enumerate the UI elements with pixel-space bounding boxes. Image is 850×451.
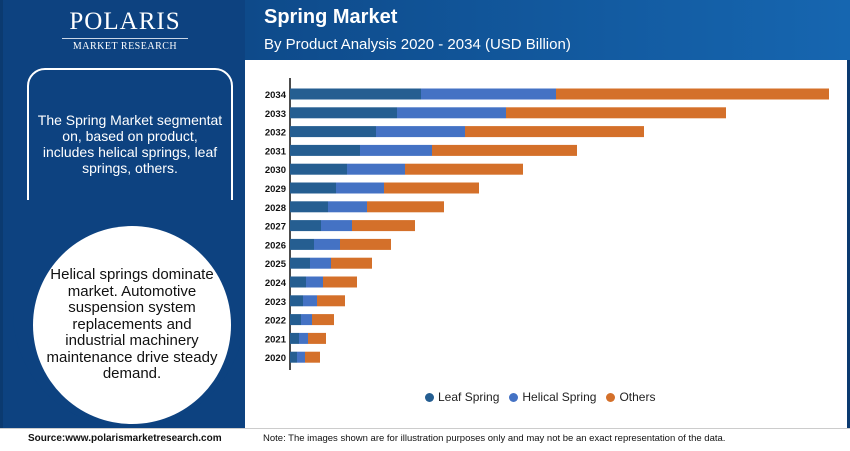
bar-others-2034 (556, 88, 829, 100)
bar-helical-spring-2023 (303, 295, 317, 307)
bar-others-2032 (465, 126, 644, 138)
legend: Leaf Spring Helical Spring Others (425, 390, 655, 404)
bar-leaf-spring-2024 (290, 276, 306, 288)
y-tick-label: 2022 (265, 316, 286, 327)
bar-helical-spring-2033 (397, 107, 506, 119)
bar-leaf-spring-2029 (290, 182, 336, 194)
bar-leaf-spring-2026 (290, 238, 314, 250)
bar-leaf-spring-2020 (290, 351, 297, 363)
bar-helical-spring-2031 (360, 144, 432, 156)
logo-divider (62, 38, 188, 39)
bar-others-2033 (506, 107, 726, 119)
bar-helical-spring-2030 (347, 163, 405, 175)
polaris-logo: POLARIS MARKET RESEARCH (50, 8, 200, 52)
insight-circle: Helical springs dominate market. Automot… (33, 226, 231, 424)
bar-leaf-spring-2025 (290, 257, 310, 269)
y-tick-label: 2020 (265, 353, 286, 364)
note-text: Note: The images shown are for illustrat… (263, 433, 726, 444)
bar-helical-spring-2028 (328, 201, 367, 213)
legend-item: Helical Spring (509, 390, 596, 404)
source-text: Source:www.polarismarketresearch.com (28, 433, 222, 444)
bar-others-2021 (308, 332, 326, 344)
bar-helical-spring-2020 (297, 351, 305, 363)
bar-others-2029 (384, 182, 479, 194)
segmentation-box: The Spring Market segmentat on, based on… (27, 68, 233, 220)
legend-item: Leaf Spring (425, 390, 499, 404)
logo-name: POLARIS (69, 8, 181, 35)
y-tick-label: 2030 (265, 165, 286, 176)
y-tick-label: 2032 (265, 128, 286, 139)
bar-others-2030 (405, 163, 523, 175)
bar-leaf-spring-2022 (290, 314, 301, 326)
bar-others-2020 (305, 351, 320, 363)
bar-helical-spring-2026 (314, 238, 340, 250)
y-tick-label: 2028 (265, 203, 286, 214)
y-tick-label: 2024 (265, 278, 287, 289)
legend-item: Others (606, 390, 655, 404)
bar-leaf-spring-2028 (290, 201, 328, 213)
bar-helical-spring-2022 (301, 314, 312, 326)
footer (0, 428, 850, 451)
bar-others-2026 (340, 238, 391, 250)
bar-others-2028 (367, 201, 444, 213)
bar-leaf-spring-2032 (290, 126, 376, 138)
header-bar (245, 0, 850, 60)
y-tick-label: 2034 (265, 90, 287, 101)
bar-helical-spring-2021 (299, 332, 308, 344)
bar-leaf-spring-2023 (290, 295, 303, 307)
bar-helical-spring-2032 (376, 126, 465, 138)
bar-others-2022 (312, 314, 334, 326)
legend-marker-icon (606, 393, 616, 402)
bar-leaf-spring-2033 (290, 107, 397, 119)
bar-leaf-spring-2034 (290, 88, 421, 100)
bar-chart: 2034 2033 2032 2031 2030 2029 2028 2027 2026 2025… (265, 78, 829, 370)
bar-others-2023 (317, 295, 345, 307)
y-tick-label: 2023 (265, 297, 286, 308)
legend-marker-icon (509, 393, 519, 402)
bar-leaf-spring-2031 (290, 144, 360, 156)
y-tick-label: 2033 (265, 109, 286, 120)
y-tick-label: 2026 (265, 240, 286, 251)
y-tick-label: 2031 (265, 146, 287, 157)
page-title: Spring Market (264, 6, 398, 28)
logo-sub: MARKET RESEARCH (72, 41, 178, 52)
bar-helical-spring-2034 (421, 88, 556, 100)
legend-label: Leaf Spring (438, 390, 500, 404)
legend-marker-icon (425, 393, 434, 402)
bar-leaf-spring-2027 (290, 220, 321, 232)
bar-others-2025 (331, 257, 372, 269)
bar-helical-spring-2029 (336, 182, 384, 194)
y-tick-label: 2029 (265, 184, 286, 195)
legend-label: Helical Spring (522, 390, 597, 404)
legend-label: Others (619, 390, 656, 404)
bar-others-2027 (352, 220, 415, 232)
page-subtitle: By Product Analysis 2020 - 2034 (USD Bil… (264, 36, 571, 53)
bar-others-2031 (432, 144, 577, 156)
y-tick-label: 2027 (265, 222, 286, 233)
bar-helical-spring-2025 (310, 257, 331, 269)
y-tick-label: 2021 (265, 334, 287, 345)
bar-others-2024 (323, 276, 357, 288)
bar-helical-spring-2027 (321, 220, 352, 232)
y-tick-label: 2025 (265, 259, 287, 270)
bar-leaf-spring-2021 (290, 332, 299, 344)
bar-helical-spring-2024 (306, 276, 323, 288)
bar-leaf-spring-2030 (290, 163, 347, 175)
